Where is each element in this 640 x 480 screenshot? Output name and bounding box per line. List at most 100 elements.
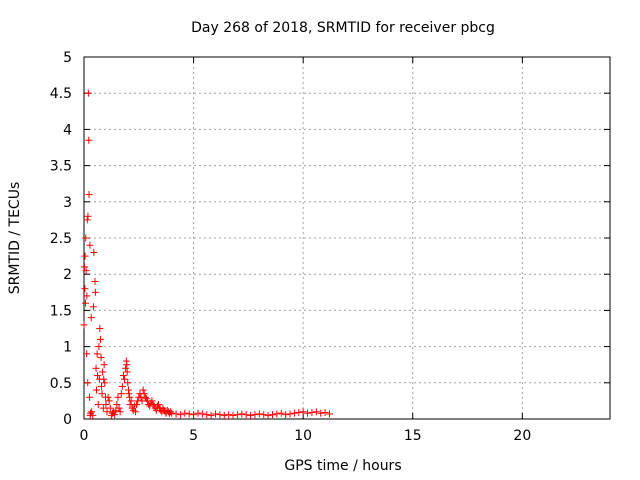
data-point	[85, 191, 93, 199]
data-point	[81, 252, 89, 260]
data-point	[98, 390, 106, 398]
data-point	[312, 408, 320, 416]
data-point	[238, 410, 246, 418]
data-point	[104, 393, 112, 401]
data-point	[132, 408, 140, 416]
grid-lines	[84, 57, 610, 419]
data-point	[155, 401, 163, 409]
data-point	[80, 321, 88, 329]
data-point	[295, 408, 303, 416]
data-point	[317, 409, 325, 417]
data-point	[100, 361, 108, 369]
data-point	[260, 411, 268, 419]
data-point	[83, 292, 91, 300]
data-point	[126, 401, 134, 409]
y-tick-label: 1	[63, 340, 72, 356]
data-point	[251, 411, 259, 419]
data-point	[114, 393, 122, 401]
data-point	[94, 401, 102, 409]
data-point	[167, 408, 175, 416]
data-point	[92, 364, 100, 372]
data-point	[282, 411, 290, 419]
y-tick-label: 3.5	[50, 159, 72, 175]
x-axis-label: GPS time / hours	[284, 458, 401, 474]
data-point	[85, 393, 93, 401]
data-point	[101, 379, 109, 387]
data-point	[225, 411, 233, 419]
data-point	[176, 411, 184, 419]
data-point	[91, 288, 99, 296]
data-points	[80, 89, 333, 419]
data-point	[172, 410, 180, 418]
y-tick-label: 2	[63, 267, 72, 283]
data-point	[86, 241, 94, 249]
data-point	[126, 393, 134, 401]
data-point	[84, 212, 92, 220]
data-point	[140, 390, 148, 398]
data-point	[133, 401, 141, 409]
data-point	[95, 343, 103, 351]
data-point	[80, 263, 88, 271]
tick-labels: 0 5 10 15 20 0 0.5 1 1.5 2 2.5 3 3.5 4 4.5 5	[50, 50, 532, 444]
data-point	[124, 379, 132, 387]
y-tick-label: 4.5	[50, 86, 72, 102]
data-point	[115, 404, 123, 412]
data-point	[96, 335, 104, 343]
data-point	[94, 372, 102, 380]
data-point	[102, 401, 110, 409]
y-tick-label: 5	[63, 50, 72, 66]
data-point	[207, 411, 215, 419]
data-point	[122, 364, 130, 372]
axis-ticks	[83, 56, 610, 420]
x-tick-label: 20	[513, 428, 531, 444]
data-point	[255, 410, 263, 418]
data-point	[247, 411, 255, 419]
data-point	[123, 361, 131, 369]
data-point	[212, 410, 219, 418]
y-tick-label: 4	[63, 122, 72, 138]
data-point	[106, 404, 114, 412]
data-point	[111, 411, 119, 419]
data-point	[89, 411, 97, 419]
data-point	[93, 350, 101, 358]
data-point	[82, 267, 90, 275]
data-point	[273, 410, 281, 418]
data-point	[190, 411, 198, 419]
plot-frame	[83, 56, 611, 420]
data-point	[90, 248, 98, 256]
data-point	[82, 234, 90, 242]
x-tick-label: 0	[80, 428, 89, 444]
data-point	[321, 408, 329, 416]
data-point	[194, 409, 202, 417]
data-point	[148, 397, 156, 405]
data-point	[84, 89, 92, 97]
y-axis-label: SRMTID / TECUs	[7, 182, 23, 295]
data-point	[84, 379, 92, 387]
data-point	[99, 404, 107, 412]
y-tick-label: 0	[63, 412, 72, 428]
data-point	[290, 409, 298, 417]
data-point	[82, 299, 90, 307]
data-point	[116, 408, 124, 416]
data-point	[119, 372, 127, 380]
data-point	[229, 411, 237, 419]
y-tick-label: 3	[63, 195, 72, 211]
data-point	[83, 216, 91, 224]
data-point	[121, 375, 129, 383]
data-point	[264, 411, 272, 419]
data-point	[139, 386, 147, 394]
data-point	[88, 408, 96, 416]
data-point	[268, 411, 276, 419]
data-point	[85, 136, 93, 144]
data-point	[141, 393, 149, 401]
data-point	[92, 386, 100, 394]
data-point	[168, 409, 176, 417]
data-point	[233, 411, 241, 419]
data-point	[220, 411, 228, 419]
data-point	[123, 368, 131, 376]
data-point	[96, 325, 104, 332]
data-point	[113, 401, 121, 409]
data-point	[105, 397, 113, 405]
data-point	[185, 410, 193, 418]
data-point	[81, 285, 89, 293]
